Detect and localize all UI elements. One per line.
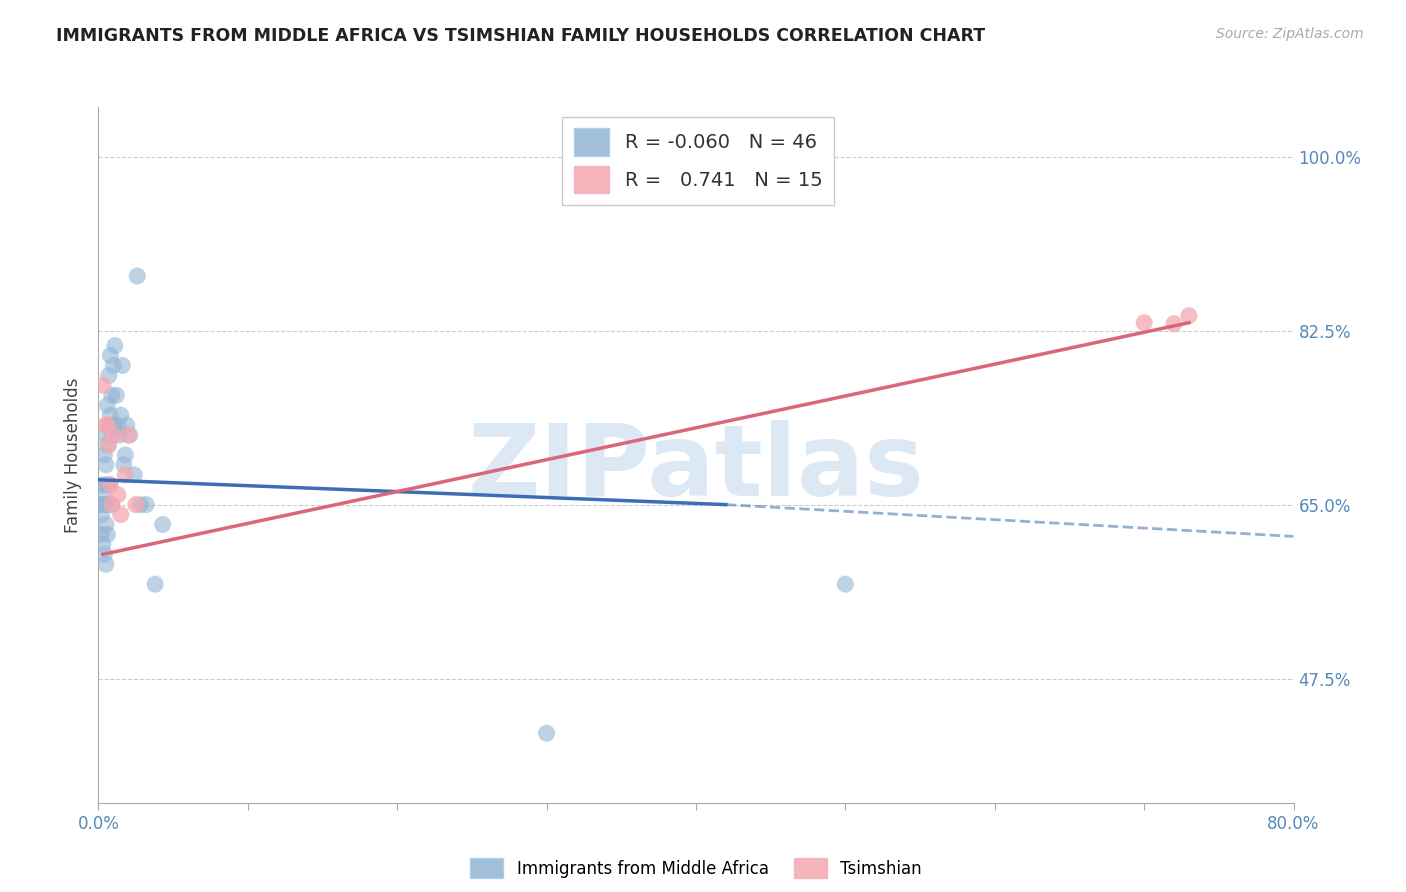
Text: IMMIGRANTS FROM MIDDLE AFRICA VS TSIMSHIAN FAMILY HOUSEHOLDS CORRELATION CHART: IMMIGRANTS FROM MIDDLE AFRICA VS TSIMSHI… [56,27,986,45]
Point [96,438,118,452]
Point [104,338,127,352]
Point [536,726,558,740]
Point [93,448,115,462]
Point [101,498,124,512]
Point [94,498,117,512]
Point [112,458,135,472]
Point [91,477,114,491]
Point [101,388,124,402]
Point [96,398,118,412]
Point [111,359,134,373]
Point [127,268,149,283]
Point [97,368,120,383]
Point [94,418,117,433]
Point [135,498,157,512]
Point [90,508,112,522]
Y-axis label: Family Households: Family Households [65,377,83,533]
Point [97,418,120,433]
Point [91,537,114,551]
Point [101,498,124,512]
Point [91,378,114,392]
Point [107,418,129,433]
Point [97,477,120,491]
Point [105,388,128,402]
Point [93,488,115,502]
Point [1178,309,1201,323]
Point [96,418,118,433]
Point [114,467,136,482]
Point [143,577,166,591]
Point [91,498,114,512]
Point [89,498,111,512]
Point [101,428,124,442]
Point [94,428,117,442]
Legend: Immigrants from Middle Africa, Tsimshian: Immigrants from Middle Africa, Tsimshian [464,851,928,885]
Point [114,448,136,462]
Point [103,359,125,373]
Point [152,517,174,532]
Point [107,488,129,502]
Point [115,418,138,433]
Point [834,577,856,591]
Point [97,438,120,452]
Point [103,428,125,442]
Point [90,527,112,541]
Point [100,408,122,422]
Point [118,428,141,442]
Text: Source: ZipAtlas.com: Source: ZipAtlas.com [1216,27,1364,41]
Point [100,349,122,363]
Point [94,517,117,532]
Point [110,408,132,422]
Point [96,477,118,491]
Point [96,527,118,541]
Point [129,498,152,512]
Point [124,467,146,482]
Point [103,418,125,433]
Point [93,547,115,561]
Point [117,428,139,442]
Point [108,428,131,442]
Point [125,498,148,512]
Point [1163,317,1185,331]
Point [1133,316,1156,330]
Point [110,508,132,522]
Point [94,458,117,472]
Point [100,477,122,491]
Text: ZIPatlas: ZIPatlas [468,420,924,517]
Point [94,558,117,572]
